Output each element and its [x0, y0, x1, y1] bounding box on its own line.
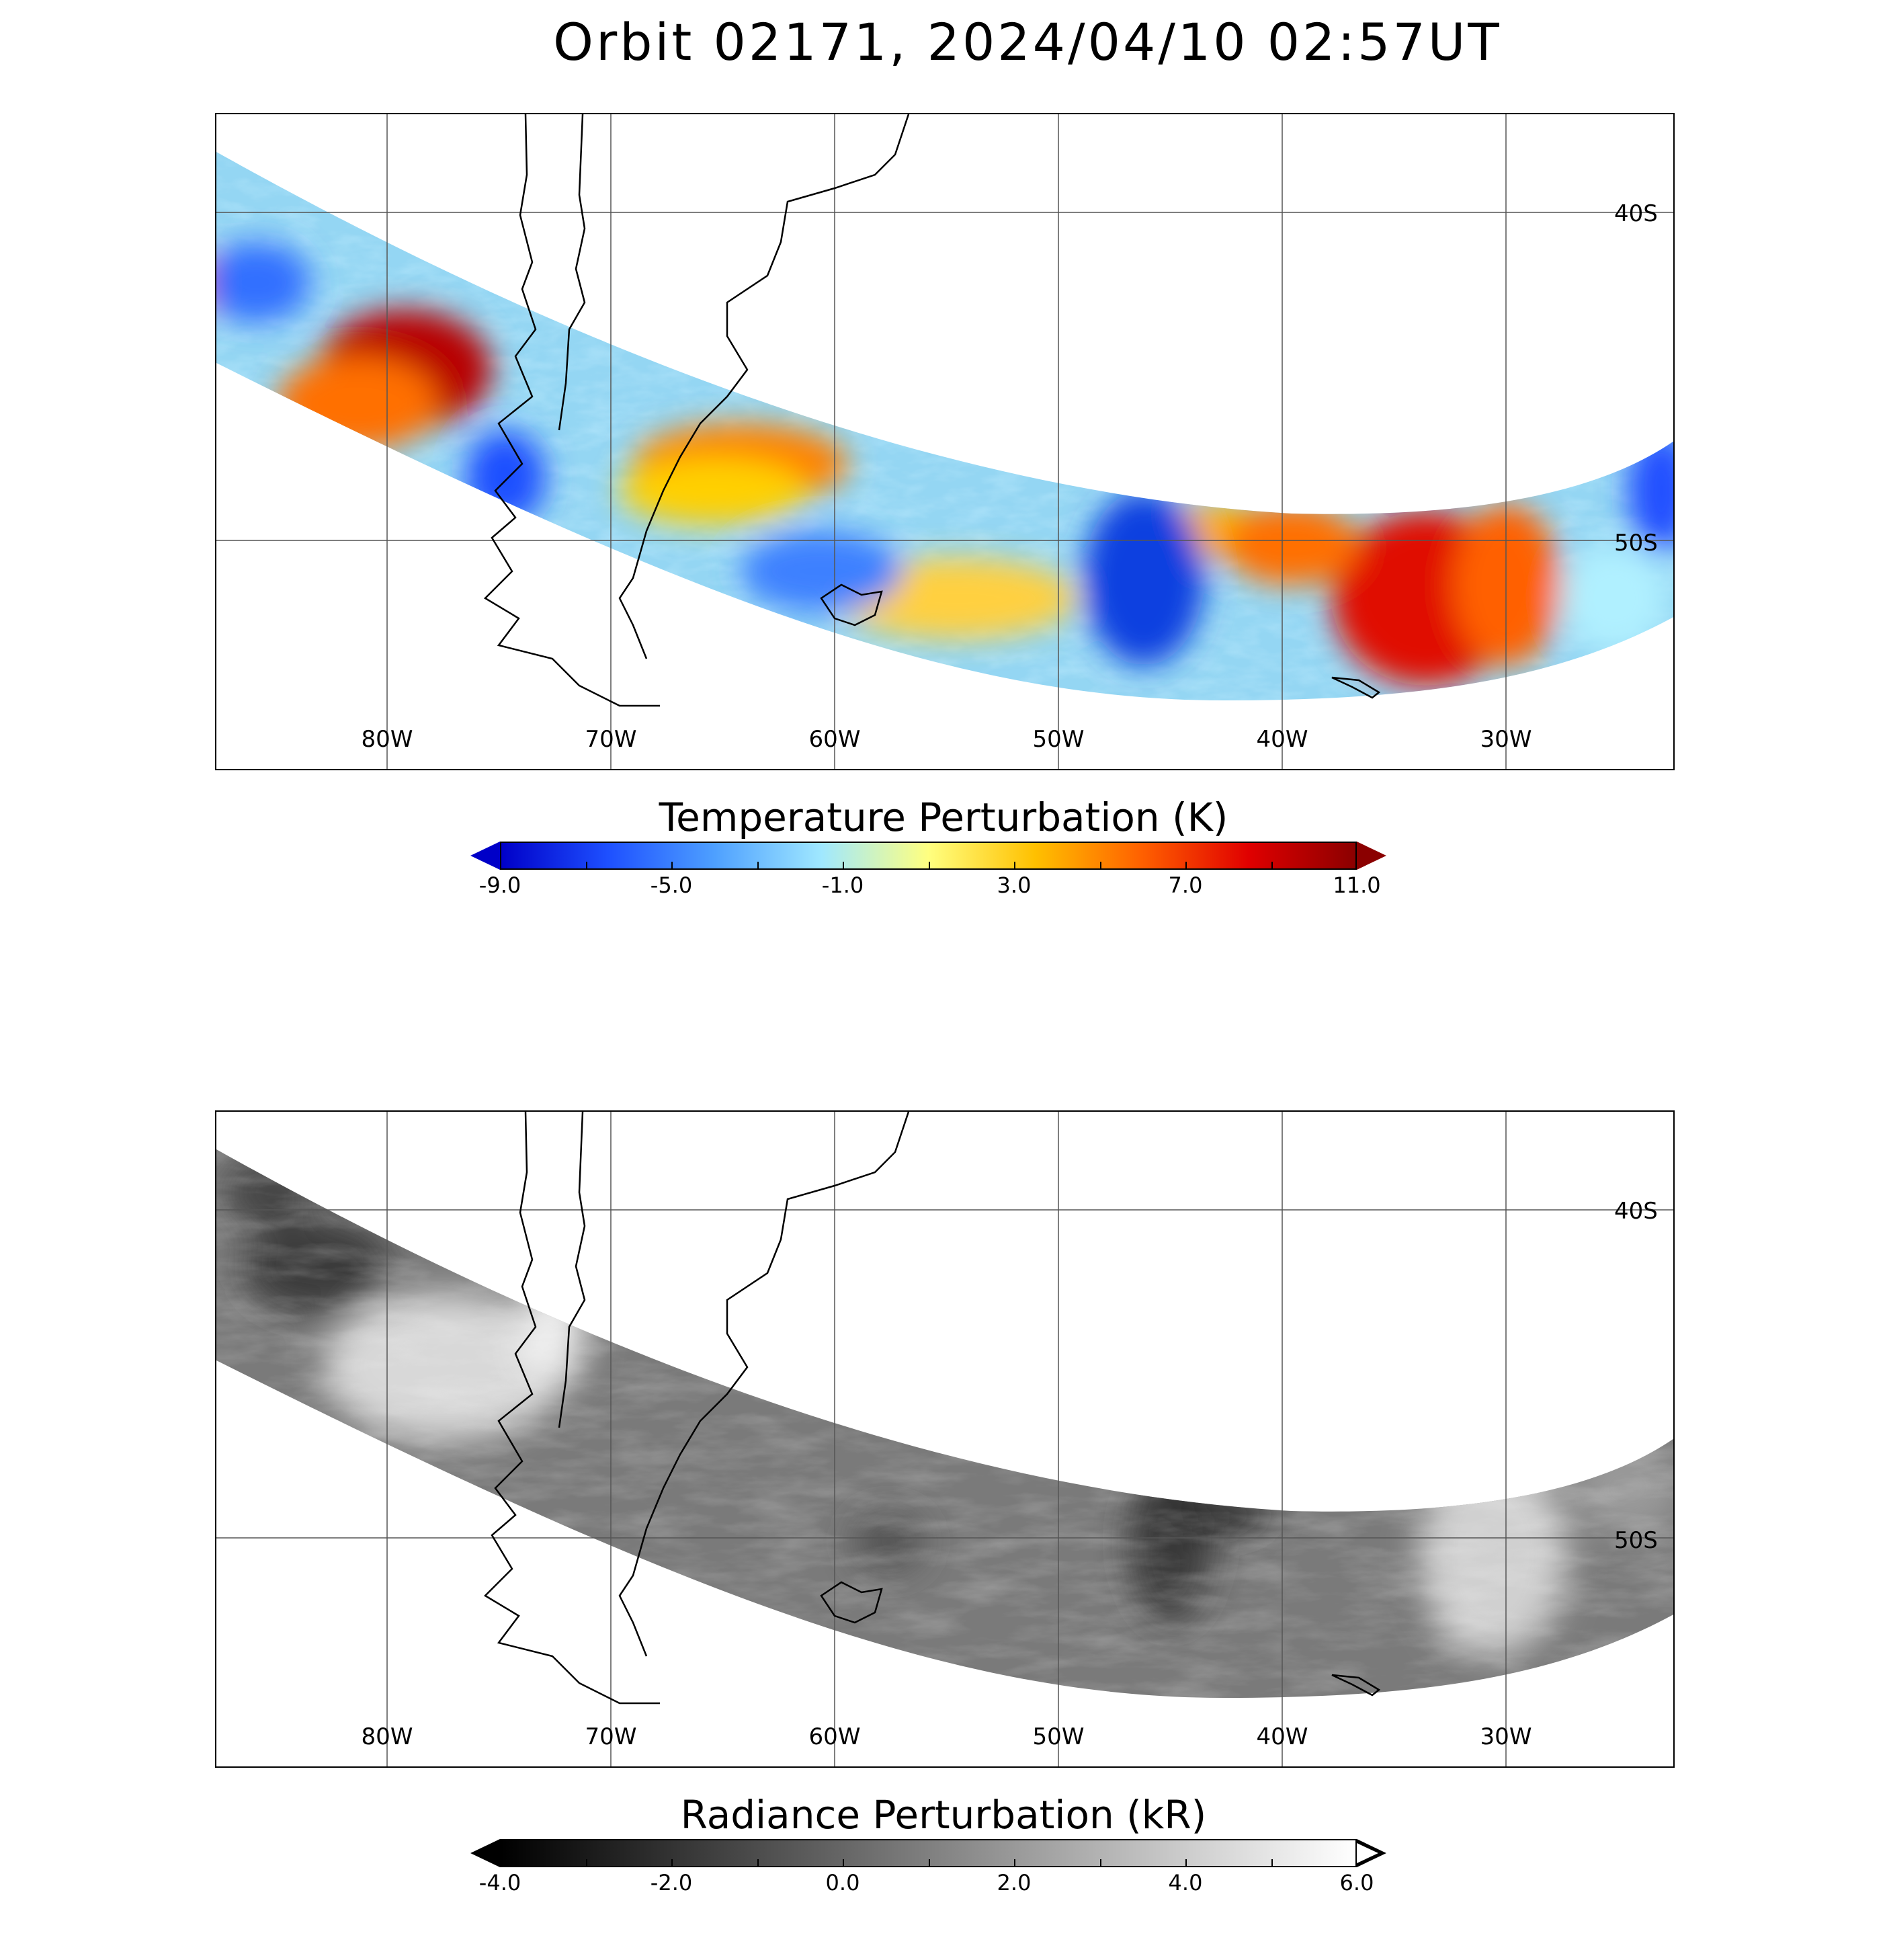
temperature-colorbar-title: Temperature Perturbation (K) [659, 794, 1228, 840]
temperature-colorbar-label: -5.0 [650, 872, 693, 898]
radiance-coastline [483, 1112, 1381, 1705]
temperature-colorbar-minor-tick [585, 862, 587, 868]
temperature-colorbar-under-arrow [470, 842, 500, 870]
lat-label-40s: 40S [1614, 200, 1658, 227]
radiance-colorbar-under-arrow [470, 1839, 500, 1867]
temperature-colorbar-minor-tick [928, 862, 930, 868]
radiance-colorbar-minor-tick [1271, 1859, 1273, 1866]
temperature-map: 80W 70W 60W 50W 40W 30W 40S 50S [215, 113, 1675, 770]
temperature-colorbar-label: -9.0 [478, 872, 521, 898]
lat-label-50s: 50S [1614, 530, 1658, 557]
lon-label-40w: 40W [1256, 726, 1308, 753]
temperature-colorbar-minor-tick [1271, 862, 1273, 868]
temperature-colorbar-over-arrow [1357, 842, 1386, 870]
lon-label-70w: 70W [585, 726, 637, 753]
radiance-colorbar-label: 0.0 [825, 1870, 860, 1895]
figure-title: Orbit 02171, 2024/04/10 02:57UT [553, 12, 1502, 72]
radiance-colorbar-label: -4.0 [478, 1870, 521, 1895]
radiance-map-svg [216, 1112, 1673, 1766]
radiance-colorbar-label: -2.0 [650, 1870, 693, 1895]
radiance-colorbar-minor-tick [757, 1859, 759, 1866]
lon-label-30w: 30W [1480, 1723, 1532, 1750]
radiance-colorbar-minor-tick [1185, 1859, 1187, 1866]
radiance-graticule [216, 1112, 1673, 1766]
lat-label-50s: 50S [1614, 1527, 1658, 1554]
temperature-colorbar-minor-tick [843, 862, 844, 868]
radiance-colorbar-title: Radiance Perturbation (kR) [680, 1792, 1207, 1838]
temperature-colorbar-minor-tick [671, 862, 673, 868]
lon-label-50w: 50W [1032, 726, 1085, 753]
radiance-colorbar-over-arrow [1357, 1843, 1378, 1863]
temperature-colorbar-minor-tick [757, 862, 759, 868]
radiance-colorbar-minor-tick [671, 1859, 673, 1866]
radiance-colorbar-label: 6.0 [1339, 1870, 1374, 1895]
temperature-colorbar-minor-tick [1185, 862, 1187, 868]
temperature-colorbar-label: 7.0 [1168, 872, 1203, 898]
temperature-colorbar-label: 11.0 [1333, 872, 1381, 898]
lon-label-80w: 80W [361, 1723, 413, 1750]
lat-label-40s: 40S [1614, 1198, 1658, 1225]
temperature-colorbar-minor-tick [1014, 862, 1015, 868]
lon-label-60w: 60W [808, 1723, 861, 1750]
temperature-colorbar-label: 3.0 [997, 872, 1032, 898]
radiance-colorbar-minor-tick [928, 1859, 930, 1866]
lon-label-70w: 70W [585, 1723, 637, 1750]
temperature-coastline [483, 114, 1381, 707]
temperature-graticule [216, 114, 1673, 769]
temperature-map-svg [216, 114, 1673, 769]
radiance-colorbar-label: 2.0 [997, 1870, 1032, 1895]
radiance-colorbar-minor-tick [1014, 1859, 1015, 1866]
temperature-colorbar-minor-tick [1099, 862, 1101, 868]
radiance-colorbar-minor-tick [1099, 1859, 1101, 1866]
lon-label-40w: 40W [1256, 1723, 1308, 1750]
radiance-colorbar-label: 4.0 [1168, 1870, 1203, 1895]
lon-label-30w: 30W [1480, 726, 1532, 753]
lon-label-80w: 80W [361, 726, 413, 753]
lon-label-60w: 60W [808, 726, 861, 753]
lon-label-50w: 50W [1032, 1723, 1085, 1750]
radiance-colorbar-minor-tick [585, 1859, 587, 1866]
radiance-map: 80W 70W 60W 50W 40W 30W 40S 50S [215, 1110, 1675, 1768]
temperature-colorbar-label: -1.0 [821, 872, 864, 898]
radiance-colorbar-minor-tick [843, 1859, 844, 1866]
